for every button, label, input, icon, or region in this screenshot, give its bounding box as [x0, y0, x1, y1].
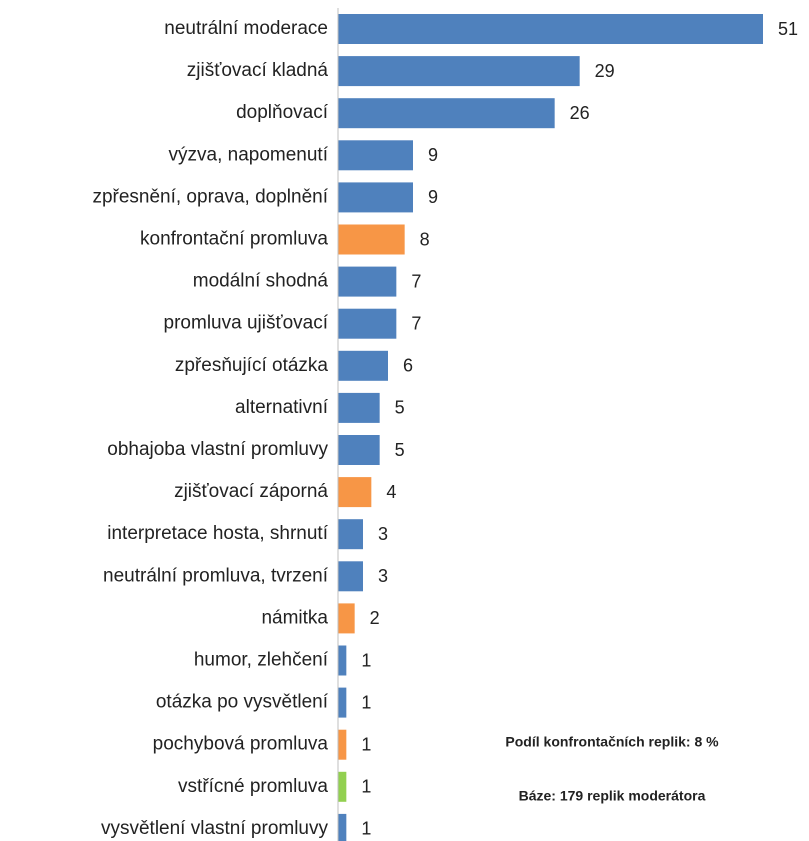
- category-label: námitka: [261, 607, 328, 628]
- bar: [338, 98, 555, 129]
- category-label: zjišťovací záporná: [174, 481, 328, 502]
- bar: [338, 813, 347, 841]
- category-label: neutrální promluva, tvrzení: [103, 565, 329, 586]
- value-label: 9: [428, 187, 438, 207]
- bar: [338, 14, 763, 44]
- category-label: promluva ujišťovací: [164, 313, 329, 334]
- value-label: 7: [411, 271, 421, 291]
- value-label: 7: [411, 313, 421, 333]
- value-label: 26: [570, 103, 590, 123]
- category-label: zpřesnění, oprava, doplnění: [92, 186, 328, 207]
- value-label: 1: [361, 734, 371, 754]
- category-label: obhajoba vlastní promluvy: [107, 439, 328, 460]
- category-label: zjišťovací kladná: [187, 60, 329, 81]
- value-label: 5: [395, 398, 405, 418]
- bar: [338, 561, 363, 592]
- category-label: vysvětlení vlastní promluvy: [101, 818, 329, 839]
- value-label: 1: [361, 650, 371, 670]
- category-label: výzva, napomenutí: [169, 144, 329, 165]
- bar: [338, 687, 347, 718]
- category-label: vstřícné promluva: [178, 776, 328, 797]
- value-label: 9: [428, 145, 438, 165]
- value-label: 2: [370, 608, 380, 628]
- annotation: Báze: 179 replik moderátora: [519, 788, 706, 804]
- bar: [338, 519, 363, 550]
- bar: [338, 435, 380, 465]
- category-label: otázka po vysvětlení: [156, 692, 329, 713]
- category-label: alternativní: [235, 397, 329, 418]
- category-label: zpřesňující otázka: [175, 355, 329, 376]
- annotation: Podíl konfrontačních replik: 8 %: [505, 734, 719, 750]
- bar: [338, 729, 347, 760]
- category-label: interpretace hosta, shrnutí: [107, 523, 328, 544]
- bar: [338, 182, 413, 213]
- value-label: 29: [595, 61, 615, 81]
- bar: [338, 350, 388, 381]
- bar: [338, 477, 372, 508]
- value-label: 5: [395, 440, 405, 460]
- value-label: 1: [361, 692, 371, 712]
- value-label: 8: [420, 229, 430, 249]
- bar: [338, 224, 405, 255]
- category-label: doplňovací: [236, 102, 329, 123]
- category-label: pochybová promluva: [153, 734, 329, 755]
- bar: [338, 771, 347, 802]
- bar: [338, 645, 347, 676]
- value-label: 3: [378, 524, 388, 544]
- category-label: neutrální moderace: [164, 18, 328, 39]
- value-label: 1: [361, 819, 371, 839]
- value-label: 1: [361, 777, 371, 797]
- bar: [338, 603, 355, 634]
- bar: [338, 140, 413, 171]
- bar: [338, 308, 397, 339]
- bar: [338, 56, 580, 87]
- value-label: 6: [403, 356, 413, 376]
- category-label: humor, zlehčení: [194, 650, 329, 671]
- category-label: konfrontační promluva: [140, 229, 328, 250]
- bar: [338, 392, 380, 423]
- category-label: modální shodná: [193, 271, 329, 292]
- value-label: 4: [386, 482, 396, 502]
- value-label: 51: [778, 19, 798, 39]
- bar: [338, 266, 397, 297]
- value-label: 3: [378, 566, 388, 586]
